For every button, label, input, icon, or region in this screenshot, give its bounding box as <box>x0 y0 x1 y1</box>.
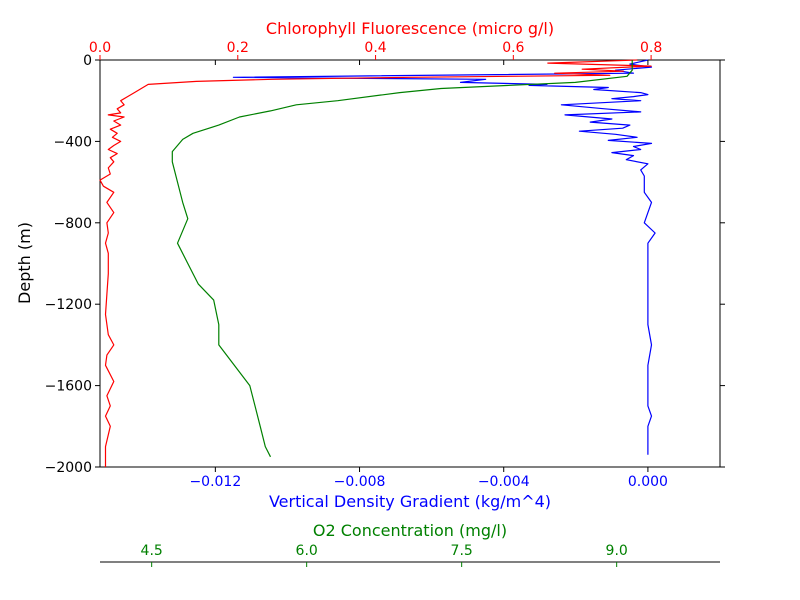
chlorophyll-profile-line <box>99 59 652 467</box>
chlorophyll-tick-label: 0.8 <box>640 40 662 56</box>
depth-tick-label: −400 <box>54 134 92 150</box>
depth-tick-label: 0 <box>83 53 92 69</box>
oxygen-tick-label: 7.5 <box>451 543 473 559</box>
depth-axis: 0 −400 −800 −1200 −1600 −2000 <box>45 53 725 476</box>
oxygen-tick-label: 6.0 <box>296 543 318 559</box>
plot-area <box>99 59 721 468</box>
chlorophyll-tick-label: 0.0 <box>89 40 111 56</box>
chlorophyll-axis-label: Chlorophyll Fluorescence (micro g/l) <box>266 19 554 38</box>
oxygen-tick-label: 4.5 <box>141 543 163 559</box>
depth-tick-label: −2000 <box>45 460 92 476</box>
depth-tick-label: −1200 <box>45 297 92 313</box>
chlorophyll-tick-label: 0.4 <box>364 40 386 56</box>
density-axis: −0.012 −0.008 −0.004 0.000 <box>189 60 668 490</box>
chlorophyll-tick-label: 0.2 <box>227 40 249 56</box>
oxygen-profile-line <box>171 60 633 458</box>
depth-tick-label: −1600 <box>45 379 92 395</box>
density-tick-label: −0.008 <box>334 474 386 490</box>
depth-axis-label: Depth (m) <box>15 222 34 304</box>
oxygen-axis-label: O2 Concentration (mg/l) <box>313 521 507 540</box>
density-tick-label: −0.004 <box>478 474 530 490</box>
density-tick-label: −0.012 <box>189 474 241 490</box>
oxygen-tick-label: 9.0 <box>606 543 628 559</box>
density-profile-line <box>232 59 656 455</box>
density-axis-label: Vertical Density Gradient (kg/m^4) <box>269 492 551 511</box>
chlorophyll-axis: 0.0 0.2 0.4 0.6 0.8 <box>89 40 662 60</box>
density-tick-label: 0.000 <box>628 474 668 490</box>
chlorophyll-tick-label: 0.6 <box>502 40 524 56</box>
series-layer <box>99 59 656 467</box>
depth-tick-label: −800 <box>54 216 92 232</box>
oxygen-axis: 4.5 6.0 7.5 9.0 <box>100 543 720 567</box>
